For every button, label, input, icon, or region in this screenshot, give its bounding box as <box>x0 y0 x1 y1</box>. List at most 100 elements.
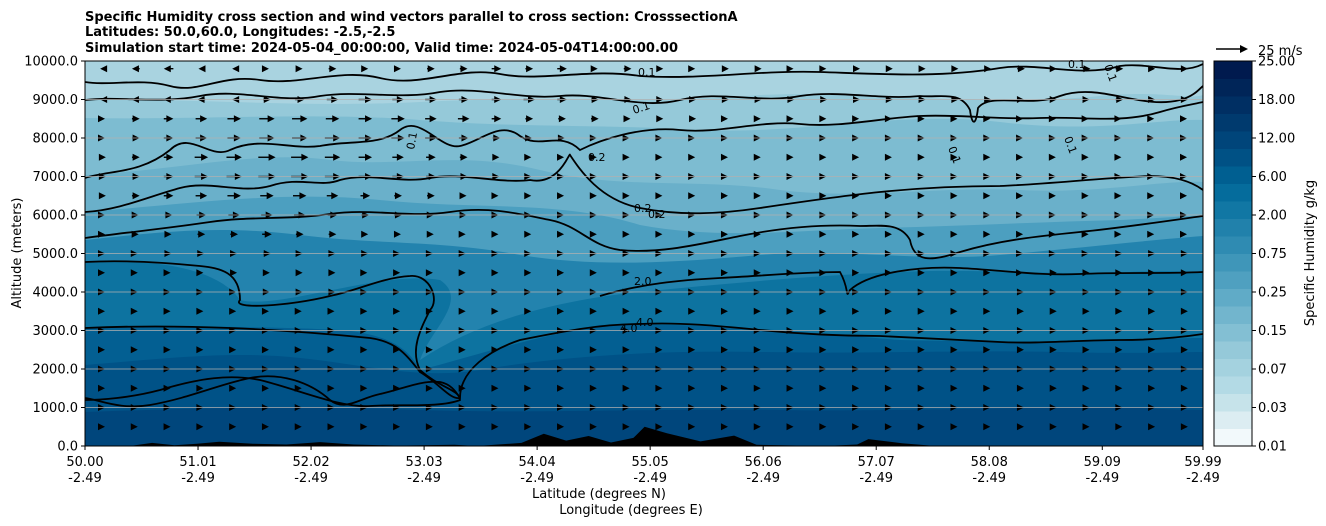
wind-vector <box>425 269 433 277</box>
wind-vector-head <box>397 115 405 123</box>
wind-vector-head <box>983 384 991 392</box>
wind-vector-head <box>294 307 302 315</box>
wind-vector-head <box>294 384 302 392</box>
wind-vector-head <box>655 192 663 200</box>
wind-vector-head <box>786 384 794 392</box>
wind-vector <box>196 346 204 354</box>
wind-vector <box>720 384 728 392</box>
wind-vector <box>1048 115 1056 123</box>
wind-vector-head <box>1048 153 1056 161</box>
wind-vector-head <box>622 346 630 354</box>
wind-vector-head <box>951 65 959 73</box>
wind-vector-head <box>1049 65 1057 73</box>
x-tick-label-lat: 58.08 <box>971 455 1008 470</box>
wind-vector <box>557 153 565 161</box>
colorbar-tick-label: 6.00 <box>1258 170 1287 185</box>
wind-vector-head <box>301 153 309 161</box>
wind-vector-head <box>753 192 761 200</box>
wind-vector-head <box>393 230 401 238</box>
wind-vector-head <box>526 65 534 73</box>
wind-vector <box>819 153 827 161</box>
x-axis-label-lat: Latitude (degrees N) <box>532 487 666 502</box>
wind-vector <box>360 192 371 200</box>
wind-vector <box>98 307 105 315</box>
wind-vector <box>258 153 276 161</box>
wind-vector-head <box>557 346 565 354</box>
wind-vector <box>1115 269 1123 277</box>
wind-vector-head <box>885 65 893 73</box>
wind-vector-head <box>98 346 105 354</box>
colorbar-segment <box>1214 323 1252 342</box>
wind-vector-head <box>333 153 341 161</box>
wind-vector-head <box>393 65 401 73</box>
wind-vector-head <box>361 65 369 73</box>
wind-vector <box>786 346 794 354</box>
wind-vector-head <box>852 423 860 431</box>
wind-vector <box>655 192 663 200</box>
wind-vector-head <box>589 192 597 200</box>
colorbar-segment <box>1214 183 1252 202</box>
wind-vector-head <box>1016 346 1024 354</box>
wind-vector <box>1114 230 1122 238</box>
wind-vector <box>720 192 728 200</box>
wind-vector-head <box>524 269 532 277</box>
wind-vector-head <box>852 384 860 392</box>
contour-label: 0.1 <box>1068 58 1086 71</box>
wind-vector <box>1016 230 1024 238</box>
wind-vector <box>983 230 991 238</box>
wind-vector-head <box>425 346 433 354</box>
wind-vector-head <box>332 115 340 123</box>
wind-vector <box>884 230 892 238</box>
wind-vector <box>853 65 861 73</box>
wind-vector <box>328 65 337 73</box>
wind-vector-head <box>983 230 991 238</box>
wind-vector-head <box>852 269 860 277</box>
wind-vector-head <box>852 346 860 354</box>
wind-vector-head <box>396 153 404 161</box>
wind-vector <box>622 384 630 392</box>
wind-vector-head <box>753 153 761 161</box>
wind-vector-head <box>1148 307 1156 315</box>
wind-vector <box>491 269 499 277</box>
wind-vector-head <box>261 384 269 392</box>
wind-vector-head <box>1016 423 1024 431</box>
wind-vector <box>360 269 368 277</box>
wind-vector <box>163 307 171 315</box>
wind-vector-head <box>786 230 794 238</box>
wind-vector <box>917 307 925 315</box>
wind-vector <box>622 346 630 354</box>
wind-vector-head <box>720 307 728 315</box>
wind-vector-head <box>365 153 373 161</box>
wind-vector-head <box>819 423 827 431</box>
wind-vector-head <box>623 115 631 123</box>
wind-vector <box>459 192 467 200</box>
wind-vector <box>1148 384 1156 392</box>
contour-labels: 0.1 0.1 0.1 0.1 0.1 0.1 0.1 0.2 0.2 0.2 … <box>404 58 1119 335</box>
wind-vector-head <box>1017 65 1025 73</box>
wind-vector <box>458 269 466 277</box>
wind-vector <box>589 153 597 161</box>
wind-vector-head <box>261 346 269 354</box>
wind-vector <box>622 423 630 431</box>
wind-vector <box>852 230 860 238</box>
wind-vector <box>459 65 468 73</box>
wind-vector-head <box>1180 423 1188 431</box>
wind-vector <box>819 65 827 73</box>
wind-vector-head <box>425 384 433 392</box>
wind-vector-head <box>360 346 368 354</box>
wind-vector <box>819 423 827 431</box>
x-tick-label-lon: -2.49 <box>520 471 554 486</box>
x-axis-label-lon: Longitude (degrees E) <box>559 503 703 518</box>
contour-label: 0.1 <box>638 66 656 79</box>
wind-vector <box>753 230 761 238</box>
band-6.0 <box>85 407 1203 446</box>
wind-vector <box>1049 65 1057 73</box>
wind-vector-head <box>688 307 696 315</box>
wind-vector-head <box>917 269 925 277</box>
wind-vector <box>590 65 598 73</box>
wind-vector-head <box>917 115 925 123</box>
x-tick-label-lat: 57.07 <box>858 455 895 470</box>
wind-vector-head <box>1083 65 1091 73</box>
wind-vector <box>1147 192 1155 200</box>
wind-vector-head <box>917 384 925 392</box>
